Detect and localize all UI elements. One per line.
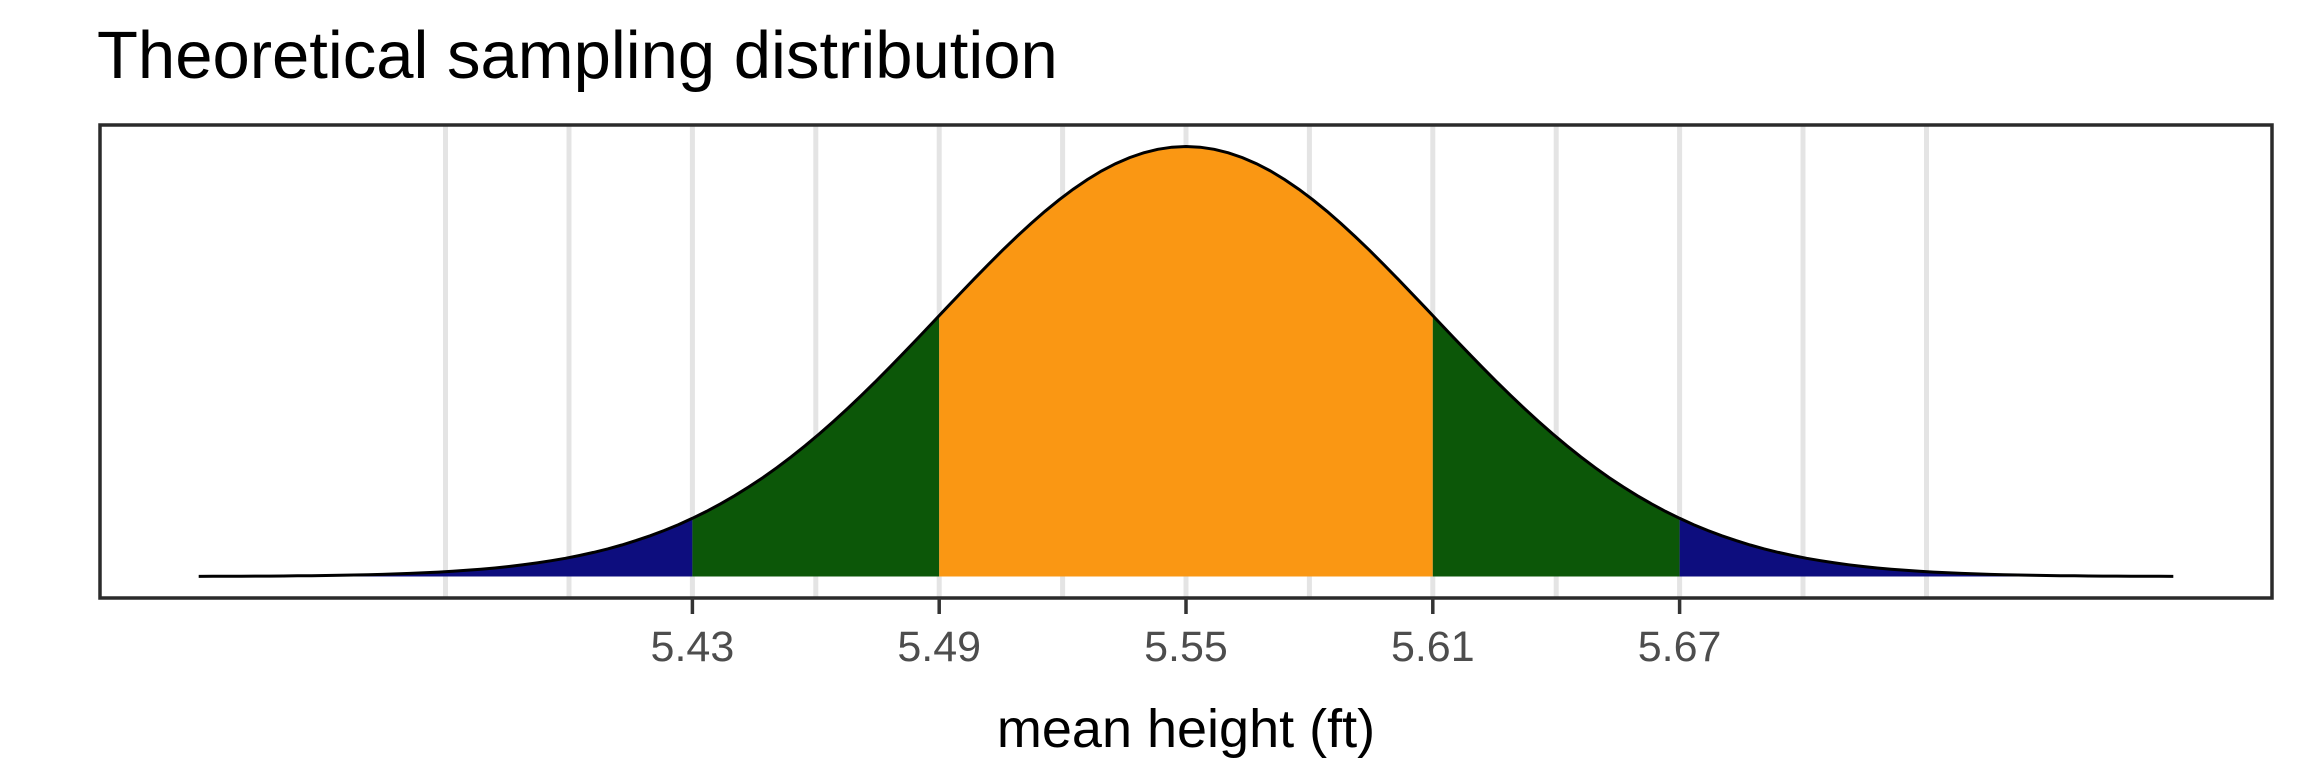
shaded-region-4 bbox=[1679, 518, 2174, 577]
shaded-regions-group bbox=[198, 146, 2174, 577]
x-axis-ticks-group bbox=[690, 598, 1682, 614]
x-tick-label: 5.61 bbox=[1391, 623, 1475, 671]
x-tick-label: 5.49 bbox=[897, 623, 981, 671]
x-tick-label: 5.55 bbox=[1144, 623, 1228, 671]
x-axis-title: mean height (ft) bbox=[997, 699, 1375, 759]
x-tick-label: 5.67 bbox=[1638, 623, 1722, 671]
x-tick-labels-group: 5.43 5.49 5.55 5.61 5.67 bbox=[651, 623, 1722, 671]
x-tick-label: 5.43 bbox=[651, 623, 735, 671]
shaded-region-0 bbox=[198, 518, 693, 577]
density-curve bbox=[198, 144, 2174, 578]
shaded-region-2 bbox=[939, 146, 1433, 577]
density-curve-group bbox=[198, 144, 2174, 578]
plot-title: Theoretical sampling distribution bbox=[97, 18, 1058, 93]
